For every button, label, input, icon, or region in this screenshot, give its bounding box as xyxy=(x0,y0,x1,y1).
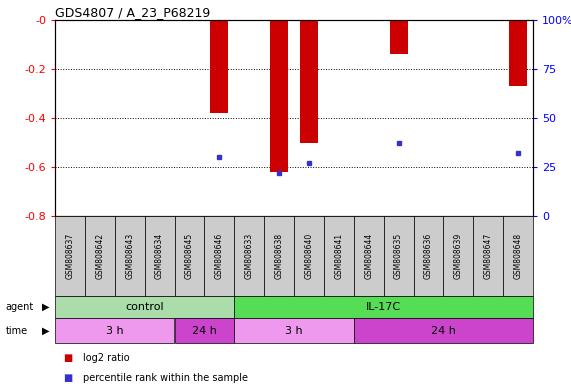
Text: GSM808634: GSM808634 xyxy=(155,233,164,279)
Bar xyxy=(509,20,527,86)
Text: log2 ratio: log2 ratio xyxy=(83,353,130,363)
Text: ▶: ▶ xyxy=(42,302,49,312)
Text: 24 h: 24 h xyxy=(192,326,217,336)
Text: GSM808641: GSM808641 xyxy=(334,233,343,279)
Text: GSM808639: GSM808639 xyxy=(454,233,463,279)
Bar xyxy=(210,20,228,113)
Text: GSM808645: GSM808645 xyxy=(185,233,194,279)
Text: agent: agent xyxy=(6,302,34,312)
Text: IL-17C: IL-17C xyxy=(366,302,401,312)
Text: GSM808643: GSM808643 xyxy=(125,233,134,279)
Text: ■: ■ xyxy=(63,353,72,363)
Text: ■: ■ xyxy=(63,372,72,382)
Text: GDS4807 / A_23_P68219: GDS4807 / A_23_P68219 xyxy=(55,6,210,19)
Text: GSM808646: GSM808646 xyxy=(215,233,224,279)
Text: ▶: ▶ xyxy=(42,326,49,336)
Text: GSM808644: GSM808644 xyxy=(364,233,373,279)
Bar xyxy=(270,20,288,172)
Text: GSM808640: GSM808640 xyxy=(304,233,313,279)
Text: GSM808633: GSM808633 xyxy=(245,233,254,279)
Text: GSM808638: GSM808638 xyxy=(275,233,284,279)
Text: percentile rank within the sample: percentile rank within the sample xyxy=(83,372,248,382)
Text: time: time xyxy=(6,326,28,336)
Text: 3 h: 3 h xyxy=(285,326,303,336)
Text: 3 h: 3 h xyxy=(106,326,123,336)
Text: control: control xyxy=(125,302,164,312)
Text: GSM808637: GSM808637 xyxy=(66,233,74,279)
Text: GSM808642: GSM808642 xyxy=(95,233,104,279)
Bar xyxy=(300,20,318,142)
Text: 24 h: 24 h xyxy=(431,326,456,336)
Text: GSM808647: GSM808647 xyxy=(484,233,493,279)
Bar xyxy=(389,20,408,54)
Text: GSM808636: GSM808636 xyxy=(424,233,433,279)
Text: GSM808648: GSM808648 xyxy=(513,233,522,279)
Text: GSM808635: GSM808635 xyxy=(394,233,403,279)
